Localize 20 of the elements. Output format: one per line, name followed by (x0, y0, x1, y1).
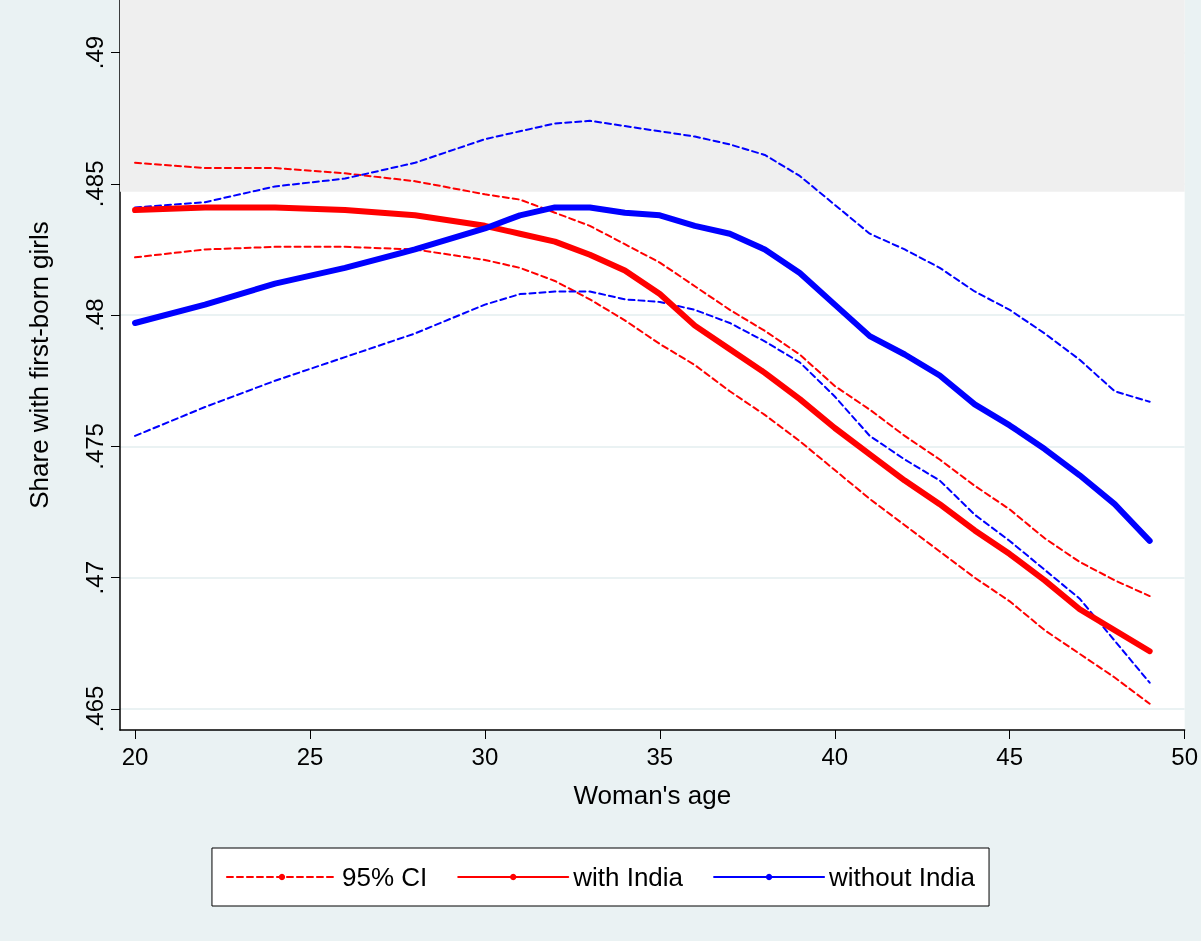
legend-label: 95% CI (341, 862, 428, 892)
x-tick-label: 25 (296, 742, 324, 770)
line-series (134, 161, 1151, 598)
x-tick-label: 35 (646, 742, 674, 770)
x-tick-label: 30 (471, 742, 499, 770)
x-tick-label: 45 (996, 742, 1024, 770)
x-axis-title: Woman's age (573, 780, 732, 810)
x-tick-label: 20 (121, 742, 149, 770)
y-axis-title: Share with first-born girls (24, 221, 54, 509)
y-tick-label: .485 (80, 160, 108, 208)
legend-label: without India (828, 862, 976, 892)
y-tick-label: .465 (80, 685, 108, 733)
y-tick-label: .48 (80, 298, 108, 332)
x-tick-label: 50 (1171, 742, 1198, 770)
y-tick-label: .475 (80, 423, 108, 470)
x-tick-label: 40 (821, 742, 849, 770)
y-tick-label: .47 (80, 561, 108, 595)
legend-label: with India (572, 862, 684, 892)
line-series (134, 119, 1151, 403)
y-tick-label: .49 (80, 35, 108, 70)
